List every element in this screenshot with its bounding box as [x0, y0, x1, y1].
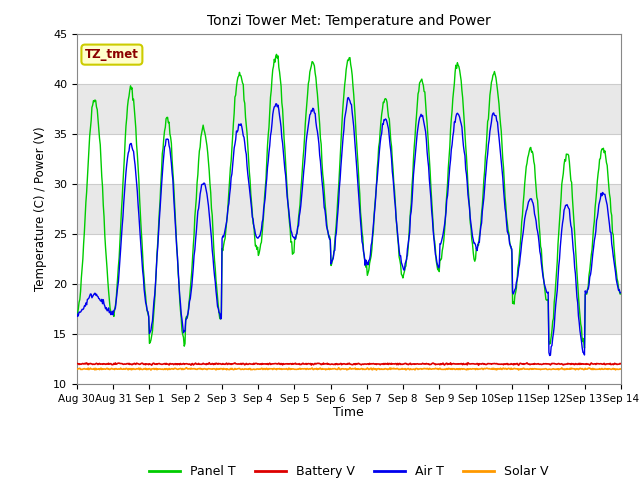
Air T — [416, 115, 424, 121]
Battery V — [83, 360, 90, 366]
Solar V — [139, 367, 147, 372]
Air T — [83, 302, 90, 308]
Line: Solar V: Solar V — [77, 368, 621, 370]
Bar — [77, 34, 621, 84]
Air T — [73, 311, 81, 316]
Legend: Panel T, Battery V, Air T, Solar V: Panel T, Battery V, Air T, Solar V — [144, 460, 554, 480]
Line: Battery V: Battery V — [77, 363, 621, 365]
Solar V — [223, 366, 231, 372]
Bar — [77, 334, 621, 384]
Battery V — [515, 362, 522, 368]
Panel T — [580, 345, 588, 351]
Y-axis label: Temperature (C) / Power (V): Temperature (C) / Power (V) — [35, 127, 47, 291]
Panel T — [273, 51, 280, 57]
Panel T — [416, 80, 424, 86]
Panel T — [617, 291, 625, 297]
Panel T — [194, 172, 202, 178]
Solar V — [433, 366, 440, 372]
Panel T — [223, 219, 230, 225]
Solar V — [417, 366, 424, 372]
Bar — [77, 134, 621, 184]
Line: Air T: Air T — [77, 97, 621, 356]
Battery V — [73, 361, 81, 367]
Line: Panel T: Panel T — [77, 54, 621, 348]
Air T — [617, 290, 625, 296]
Panel T — [139, 252, 147, 258]
Air T — [431, 252, 439, 257]
Title: Tonzi Tower Met: Temperature and Power: Tonzi Tower Met: Temperature and Power — [207, 14, 491, 28]
Air T — [139, 267, 147, 273]
Text: TZ_tmet: TZ_tmet — [85, 48, 139, 61]
Air T — [344, 95, 352, 100]
Solar V — [617, 366, 625, 372]
Battery V — [139, 360, 147, 366]
Solar V — [73, 367, 81, 372]
X-axis label: Time: Time — [333, 407, 364, 420]
Panel T — [83, 189, 90, 195]
Panel T — [431, 247, 439, 252]
Battery V — [416, 361, 424, 367]
Battery V — [617, 361, 625, 367]
Battery V — [205, 360, 213, 366]
Air T — [223, 219, 230, 225]
Air T — [194, 208, 202, 214]
Solar V — [83, 366, 90, 372]
Solar V — [372, 367, 380, 373]
Air T — [546, 353, 554, 359]
Bar — [77, 234, 621, 284]
Solar V — [195, 366, 202, 372]
Solar V — [182, 365, 190, 371]
Battery V — [223, 361, 231, 367]
Battery V — [431, 362, 439, 368]
Battery V — [194, 361, 202, 367]
Panel T — [73, 310, 81, 316]
